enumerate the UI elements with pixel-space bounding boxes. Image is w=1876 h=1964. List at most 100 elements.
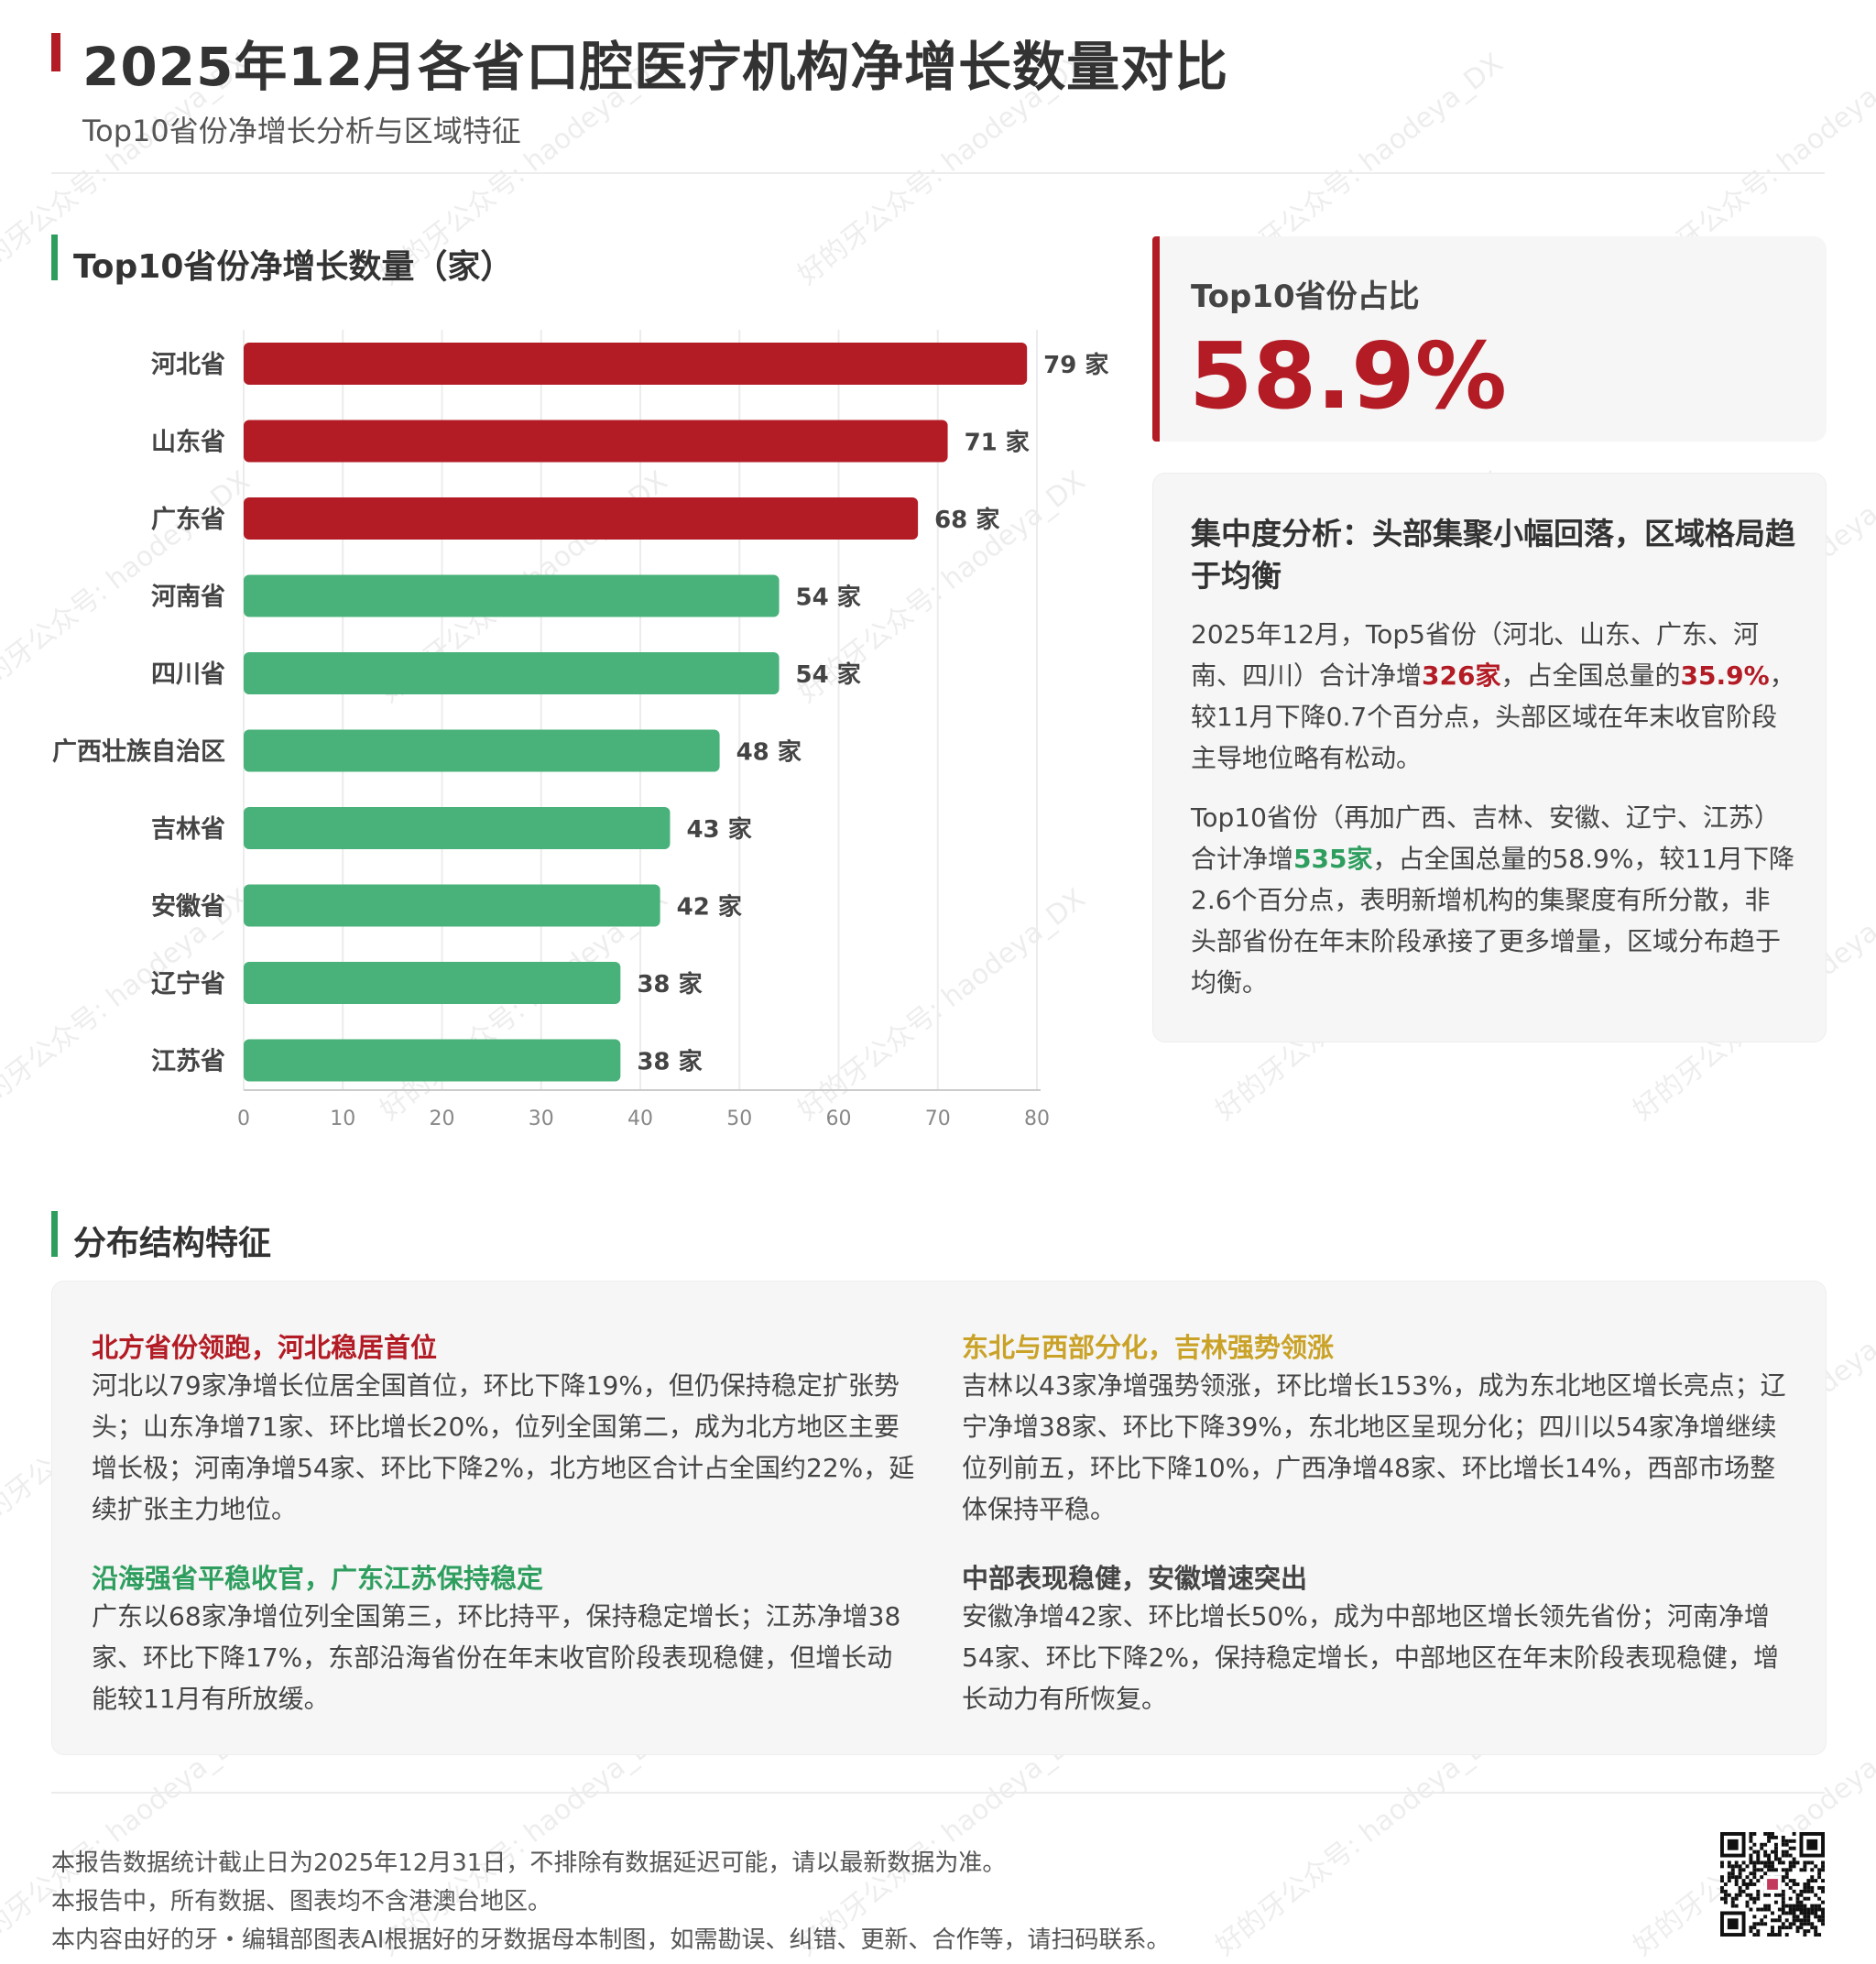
qr-module bbox=[1745, 1864, 1750, 1869]
qr-module bbox=[1803, 1864, 1807, 1869]
qr-module bbox=[1814, 1904, 1818, 1908]
qr-module bbox=[1756, 1879, 1761, 1883]
qr-module bbox=[1792, 1839, 1796, 1843]
qr-module bbox=[1799, 1889, 1804, 1893]
category-label: 江苏省 bbox=[151, 1048, 225, 1076]
qr-module bbox=[1763, 1832, 1768, 1836]
qr-module bbox=[1792, 1907, 1796, 1912]
qr-module bbox=[1784, 1911, 1789, 1915]
qr-module bbox=[1763, 1853, 1768, 1858]
qr-module bbox=[1781, 1849, 1785, 1854]
qr-module bbox=[1814, 1879, 1818, 1883]
distribution-section-accent bbox=[51, 1211, 58, 1257]
qr-module bbox=[1763, 1922, 1768, 1926]
bar bbox=[244, 343, 1028, 385]
qr-module bbox=[1763, 1904, 1768, 1908]
qr-module bbox=[1749, 1832, 1753, 1836]
qr-module bbox=[1745, 1900, 1750, 1904]
data-label: 68 家 bbox=[934, 506, 999, 534]
data-label: 54 家 bbox=[796, 660, 861, 689]
qr-module bbox=[1756, 1860, 1761, 1865]
qr-module bbox=[1792, 1911, 1796, 1915]
qr-module bbox=[1781, 1842, 1785, 1847]
qr-module bbox=[1723, 1896, 1728, 1901]
x-tick-label: 60 bbox=[826, 1107, 852, 1130]
qr-module bbox=[1792, 1846, 1796, 1850]
qr-module bbox=[1784, 1875, 1789, 1880]
qr-module bbox=[1781, 1922, 1785, 1926]
qr-module bbox=[1814, 1864, 1818, 1869]
qr-module bbox=[1767, 1864, 1772, 1869]
qr-module bbox=[1773, 1933, 1778, 1937]
qr-module bbox=[1771, 1849, 1774, 1854]
qr-module bbox=[1810, 1875, 1815, 1880]
qr-module bbox=[1763, 1893, 1768, 1897]
qr-module bbox=[1745, 1893, 1750, 1897]
qr-module bbox=[1803, 1868, 1807, 1872]
qr-module bbox=[1788, 1879, 1793, 1883]
qr-module bbox=[1752, 1875, 1757, 1880]
qr-module bbox=[1799, 1922, 1804, 1926]
qr-module bbox=[1814, 1911, 1818, 1915]
qr-module bbox=[1767, 1868, 1772, 1872]
qr-module bbox=[1821, 1889, 1825, 1893]
qr-module bbox=[1781, 1889, 1785, 1893]
qr-module bbox=[1806, 1915, 1811, 1919]
qr-module bbox=[1777, 1860, 1782, 1865]
qr-code-icon[interactable] bbox=[1720, 1832, 1825, 1937]
qr-module bbox=[1771, 1864, 1774, 1869]
qr-module bbox=[1799, 1918, 1804, 1923]
qr-module bbox=[1749, 1871, 1753, 1876]
qr-module bbox=[1752, 1849, 1757, 1854]
qr-module bbox=[1799, 1907, 1804, 1912]
qr-module bbox=[1752, 1922, 1757, 1926]
qr-module bbox=[1817, 1868, 1822, 1872]
qr-module bbox=[1777, 1929, 1782, 1934]
qr-module bbox=[1810, 1860, 1815, 1865]
qr-module bbox=[1734, 1875, 1739, 1880]
qr-module bbox=[1781, 1926, 1785, 1930]
data-label: 38 家 bbox=[637, 1048, 702, 1076]
qr-module bbox=[1727, 1860, 1731, 1865]
qr-module bbox=[1795, 1900, 1800, 1904]
qr-module bbox=[1781, 1835, 1785, 1839]
qr-module bbox=[1756, 1849, 1761, 1854]
qr-module bbox=[1773, 1857, 1778, 1861]
qr-module bbox=[1817, 1871, 1822, 1876]
qr-module bbox=[1821, 1885, 1825, 1890]
qr-module bbox=[1756, 1922, 1761, 1926]
bar bbox=[244, 420, 948, 463]
qr-module bbox=[1749, 1882, 1753, 1886]
qr-module bbox=[1781, 1911, 1785, 1915]
qr-module bbox=[1803, 1885, 1807, 1890]
qr-module bbox=[1817, 1896, 1822, 1901]
qr-module bbox=[1788, 1922, 1793, 1926]
qr-module bbox=[1806, 1918, 1811, 1923]
qr-module bbox=[1806, 1885, 1811, 1890]
x-tick-label: 50 bbox=[726, 1107, 752, 1130]
analysis-card bbox=[1152, 473, 1827, 1042]
qr-module bbox=[1767, 1907, 1772, 1912]
share-card bbox=[1152, 236, 1827, 442]
qr-module bbox=[1788, 1868, 1793, 1872]
footer-note-2: 本报告中，所有数据、图表均不含港澳台地区。 bbox=[51, 1888, 552, 1915]
qr-module bbox=[1788, 1926, 1793, 1930]
page-title: 2025年12月各省口腔医疗机构净增长数量对比 bbox=[82, 36, 1229, 98]
qr-module bbox=[1803, 1904, 1807, 1908]
data-label: 43 家 bbox=[686, 815, 751, 844]
highlight-top5-count: 326家 bbox=[1422, 660, 1501, 691]
qr-module bbox=[1799, 1893, 1804, 1897]
qr-module bbox=[1760, 1842, 1764, 1847]
qr-module bbox=[1777, 1926, 1782, 1930]
qr-module bbox=[1821, 1879, 1825, 1883]
qr-module bbox=[1781, 1875, 1785, 1880]
qr-module bbox=[1784, 1904, 1789, 1908]
qr-module bbox=[1773, 1835, 1778, 1839]
x-tick-label: 10 bbox=[330, 1107, 355, 1130]
category-label: 吉林省 bbox=[151, 815, 225, 844]
qr-module bbox=[1756, 1933, 1761, 1937]
share-label: Top10省份占比 bbox=[1191, 278, 1420, 315]
qr-module bbox=[1773, 1893, 1778, 1897]
qr-module bbox=[1738, 1885, 1742, 1890]
qr-module bbox=[1738, 1875, 1742, 1880]
